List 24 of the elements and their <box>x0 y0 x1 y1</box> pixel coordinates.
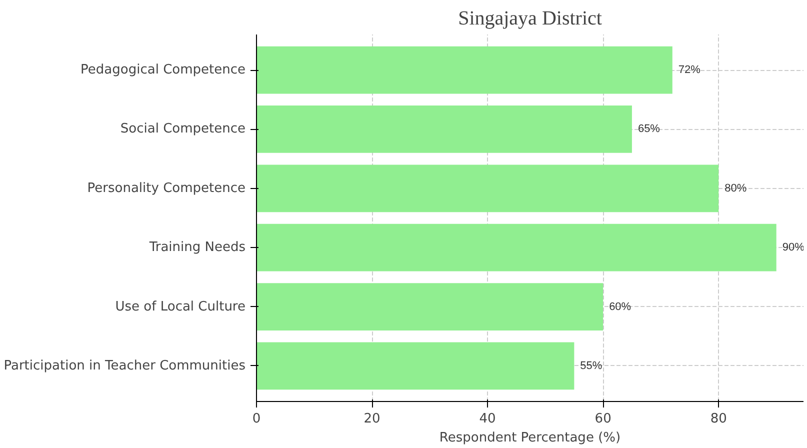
y-tick-label: Use of Local Culture <box>115 299 246 314</box>
x-tick-label: 0 <box>252 412 261 426</box>
chart-title: Singajaya District <box>458 8 602 30</box>
x-tick-label: 80 <box>710 412 727 426</box>
y-tick-label: Social Competence <box>120 122 246 137</box>
y-tick-label: Participation in Teacher Communities <box>4 358 246 374</box>
data-label: 60% <box>609 300 632 313</box>
y-tick-label: Pedagogical Competence <box>80 62 246 78</box>
x-tick-label: 20 <box>364 412 380 426</box>
data-label: 55% <box>580 360 602 372</box>
data-label: 80% <box>724 182 747 194</box>
y-tick-label: Personality Competence <box>87 180 246 196</box>
x-tick-label: 40 <box>479 412 496 426</box>
bar <box>256 224 776 272</box>
x-tick-label: 60 <box>594 412 612 426</box>
bar <box>256 283 604 330</box>
bar <box>256 164 719 212</box>
x-axis-title: Respondent Percentage (%) <box>439 430 621 446</box>
bar <box>256 46 672 94</box>
bar <box>256 106 632 153</box>
data-label: 65% <box>638 123 660 136</box>
y-tick-label: Training Needs <box>148 240 246 256</box>
bar <box>256 342 574 390</box>
data-label: 72% <box>678 64 701 76</box>
